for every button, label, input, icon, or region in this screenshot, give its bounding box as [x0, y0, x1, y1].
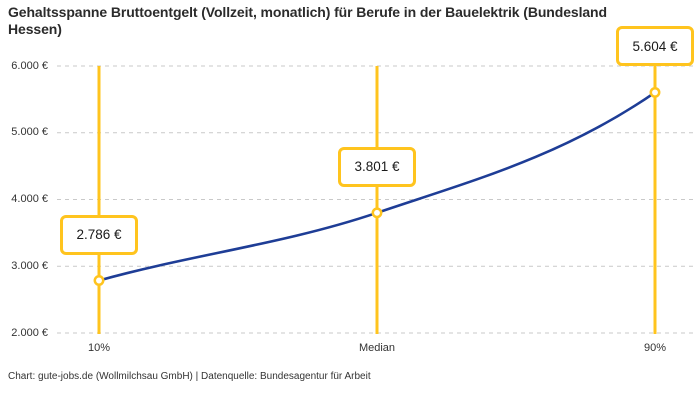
x-axis-tick-label-p90: 90% — [643, 342, 667, 354]
x-axis-tick-label-p10: 10% — [87, 342, 111, 354]
data-point-marker — [649, 86, 661, 98]
value-label-p10: 2.786 € — [60, 214, 138, 255]
value-label-p90: 5.604 € — [616, 26, 694, 67]
y-axis-tick-label: 4.000 € — [11, 193, 48, 205]
data-point-marker — [93, 275, 105, 286]
chart-title: Gehaltsspanne Bruttoentgelt (Vollzeit, m… — [8, 4, 607, 38]
y-axis-tick-label: 6.000 € — [11, 59, 48, 72]
chart-footer: Chart: gute-jobs.de (Wollmilchsau GmbH) … — [8, 371, 371, 382]
y-axis-tick-label: 2.000 € — [11, 326, 48, 339]
y-axis-tick-label: 3.000 € — [11, 259, 48, 272]
x-axis-tick-label-median: Median — [358, 342, 396, 354]
y-axis-tick-label: 5.000 € — [11, 126, 48, 139]
data-point-marker — [371, 207, 383, 219]
value-label-median: 3.801 € — [338, 146, 416, 187]
